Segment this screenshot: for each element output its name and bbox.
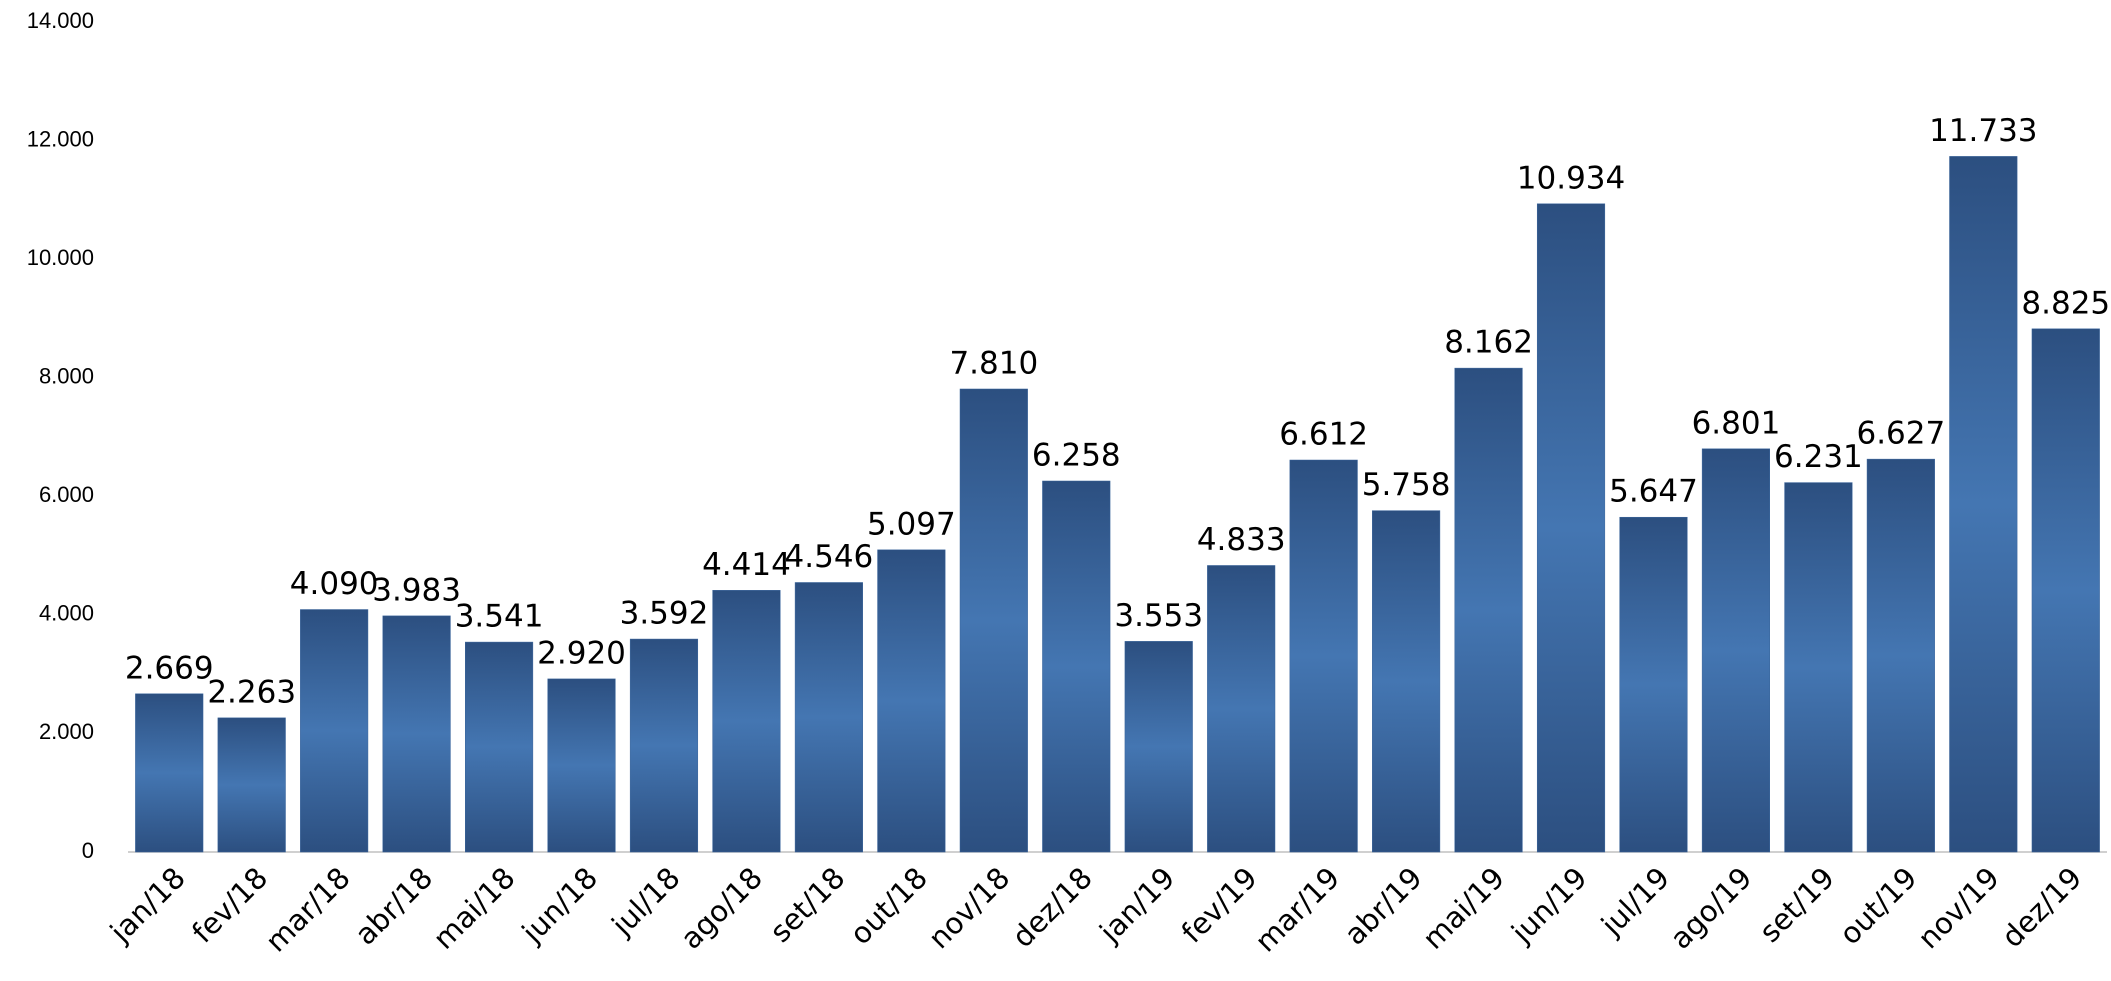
bar: [2031, 328, 2100, 853]
bar: [1619, 516, 1688, 853]
bar: [217, 717, 286, 853]
bar: [1866, 458, 1935, 853]
x-tick-label: nov/19: [1911, 861, 2006, 956]
y-tick-label: 14.000: [27, 8, 94, 33]
data-label: 6.612: [1279, 417, 1368, 453]
x-tick-label: ago/18: [674, 861, 769, 956]
y-tick-label: 0: [82, 838, 94, 863]
y-tick-label: 6.000: [39, 482, 94, 507]
data-label: 6.801: [1692, 405, 1781, 441]
y-tick-label: 2.000: [39, 719, 94, 744]
data-label: 4.414: [702, 547, 791, 583]
x-tick-label: dez/18: [1005, 861, 1098, 954]
x-tick-label: jun/18: [515, 861, 604, 950]
data-label: 8.825: [2021, 285, 2110, 321]
bar: [712, 590, 781, 853]
data-label: 6.258: [1032, 437, 1121, 473]
data-label: 2.263: [207, 674, 296, 710]
x-tick-label: mai/19: [1416, 861, 1511, 956]
data-label: 5.758: [1362, 467, 1451, 503]
x-tick-label: jan/19: [1092, 861, 1181, 950]
bar: [629, 638, 699, 853]
data-label: 8.162: [1444, 325, 1533, 361]
data-label: 2.920: [537, 635, 626, 671]
y-tick-label: 10.000: [27, 245, 94, 270]
x-tick-label: jun/19: [1504, 861, 1593, 950]
data-label: 4.090: [290, 566, 379, 602]
x-tick-label: abr/19: [1338, 861, 1429, 952]
bar: [1042, 480, 1111, 853]
bar: [1536, 203, 1606, 853]
x-tick-label: dez/19: [1995, 861, 2088, 954]
data-label: 3.541: [455, 599, 544, 635]
x-tick-label: mai/18: [426, 861, 521, 956]
data-label: 6.627: [1856, 416, 1945, 452]
bar: [135, 693, 204, 853]
bar: [382, 615, 451, 853]
data-label: 4.546: [785, 539, 874, 575]
x-tick-label: ago/19: [1663, 861, 1758, 956]
x-tick-label: nov/18: [922, 861, 1017, 956]
data-label: 10.934: [1517, 160, 1625, 196]
bar: [465, 641, 534, 853]
data-label: 6.231: [1774, 439, 1863, 475]
data-label: 11.733: [1929, 113, 2037, 149]
bar: [877, 549, 946, 853]
bar: [1289, 459, 1358, 853]
bar: [1372, 510, 1441, 853]
y-tick-label: 12.000: [27, 126, 94, 151]
data-label: 3.592: [620, 596, 709, 632]
bar: [300, 609, 369, 853]
data-label: 5.647: [1609, 474, 1698, 510]
y-tick-label: 4.000: [39, 601, 94, 626]
x-tick-label: set/19: [1753, 861, 1841, 949]
data-label: 3.553: [1114, 598, 1203, 634]
bar: [1949, 156, 2018, 853]
x-tick-label: mar/18: [259, 861, 357, 959]
x-tick-label: abr/18: [348, 861, 439, 952]
data-label: 3.983: [372, 572, 461, 608]
bar: [794, 582, 863, 853]
x-tick-label: out/18: [843, 861, 934, 952]
bar: [547, 678, 616, 853]
bar: [959, 388, 1028, 853]
bar: [1701, 448, 1770, 853]
data-label: 7.810: [949, 345, 1038, 381]
x-tick-label: set/18: [763, 861, 851, 949]
data-label: 4.833: [1197, 522, 1286, 558]
bar: [1454, 367, 1523, 853]
x-tick-label: mar/19: [1248, 861, 1346, 959]
x-tick-label: jan/18: [103, 861, 192, 950]
y-tick-label: 8.000: [39, 364, 94, 389]
bar: [1124, 641, 1193, 853]
data-label: 5.097: [867, 506, 956, 542]
bar: [1784, 482, 1853, 853]
bar: [1207, 565, 1276, 853]
data-label: 2.669: [125, 650, 214, 686]
x-tick-label: out/19: [1833, 861, 1924, 952]
